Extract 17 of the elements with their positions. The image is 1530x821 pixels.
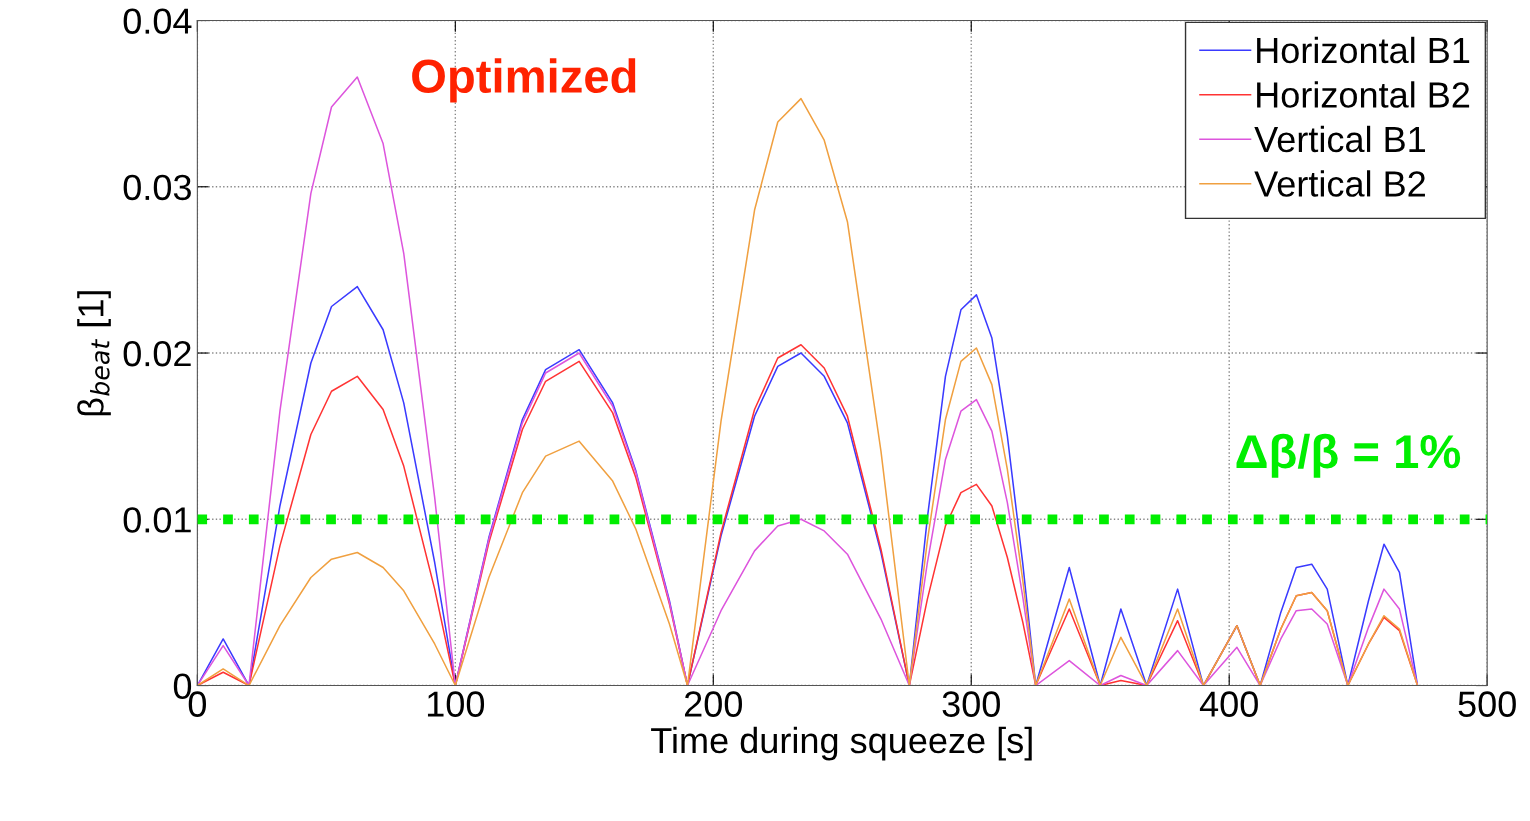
legend-label: Vertical B2 (1254, 170, 1425, 197)
x-tick-label: 500 (1458, 691, 1516, 717)
legend-label: Vertical B1 (1254, 125, 1426, 153)
x-axis-title: Time during squeeze [s] (651, 726, 1032, 761)
y-tick-label: 0.02 (123, 340, 191, 367)
ref-line-label: Δβ/β = 1% (1236, 433, 1461, 478)
x-tick-label: 200 (684, 691, 742, 717)
legend-label: Horizontal B1 (1257, 36, 1470, 64)
x-tick-label: 100 (427, 691, 485, 717)
x-tick-label: 300 (942, 691, 1000, 717)
y-tick-label: 0.01 (123, 507, 191, 533)
y-axis-title: β$_{beat}$ [1] (77, 291, 111, 416)
y-tick-label: 0.04 (123, 8, 192, 34)
legend-label: Horizontal B2 (1257, 81, 1470, 108)
x-tick-label: 400 (1199, 691, 1258, 717)
annotation: Optimized (412, 58, 636, 103)
y-tick-label: 0.03 (123, 174, 191, 201)
